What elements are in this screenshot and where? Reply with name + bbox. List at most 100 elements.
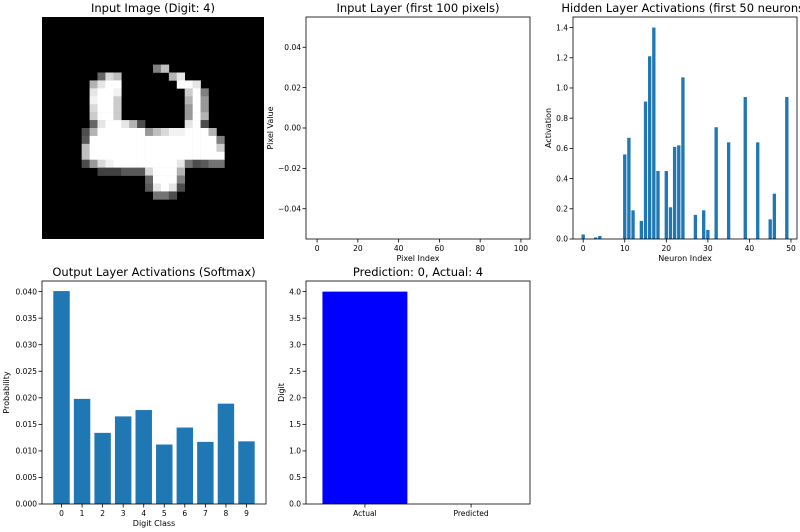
prediction-xtick-label: Actual [353, 509, 377, 518]
hidden-layer-ytick-label: 0.0 [556, 235, 568, 244]
pixel-cell [105, 167, 114, 176]
pixel-cell [184, 120, 193, 129]
pixel-cell [105, 135, 114, 145]
hidden-activation-bar [702, 210, 706, 239]
output-layer-xtick-label: 6 [182, 509, 187, 518]
pixel-cell [168, 191, 178, 200]
pixel-cell [160, 191, 170, 200]
pixel-cell [184, 96, 193, 105]
input-layer-ytick-label: 0.04 [284, 43, 301, 52]
hidden-layer-xlabel: Neuron Index [658, 254, 712, 263]
input-layer-xtick-label: 80 [475, 244, 485, 253]
output-layer-xlabel: Digit Class [133, 519, 175, 528]
pixel-cell [216, 151, 225, 161]
output-layer-ylabel: Probability [2, 371, 11, 414]
pixel-cell [113, 80, 122, 89]
output-layer-xtick-label: 2 [100, 509, 105, 518]
pixel-cell [200, 143, 209, 153]
pixel-cell [113, 151, 122, 161]
pixel-cell [105, 72, 114, 81]
pixel-cell [81, 151, 90, 161]
hidden-activation-bar [693, 214, 698, 239]
pixel-cell [153, 151, 162, 161]
pixel-cell [113, 128, 122, 137]
pixel-cell [89, 112, 98, 121]
softmax-bar [94, 432, 111, 504]
pixel-cell [121, 143, 130, 153]
pixel-cell [97, 143, 106, 153]
pixel-cell [192, 104, 201, 113]
pixel-cell [184, 112, 193, 121]
output-layer-ytick-label: 0.000 [16, 500, 38, 509]
hidden-activation-bar [677, 145, 681, 239]
prediction-ytick-label: 1.5 [289, 420, 301, 429]
output-layer-xtick-label: 1 [80, 509, 85, 518]
pixel-cell [184, 128, 193, 137]
prediction-xtick-label: Predicted [453, 509, 488, 518]
pixel-cell [121, 167, 130, 176]
input-layer-xtick-label: 20 [353, 244, 363, 253]
output-layer-xtick-label: 3 [121, 509, 126, 518]
pixel-cell [160, 151, 170, 161]
pixel-cell [145, 159, 154, 168]
prediction-frame [305, 280, 531, 505]
pixel-cell [145, 167, 154, 176]
hidden-layer-panel: Hidden Layer Activations (first 50 neuro… [544, 1, 800, 263]
pixel-cell [200, 120, 209, 129]
hidden-activation-bar [656, 171, 660, 239]
pixel-cell [145, 128, 154, 137]
softmax-bar [197, 441, 214, 504]
pixel-cell [176, 151, 186, 161]
pixel-cell [97, 128, 106, 137]
prediction-bar [322, 291, 408, 504]
input-image-panel: Input Image (Digit: 4) [42, 1, 264, 239]
softmax-bar [73, 398, 91, 504]
pixel-cell [153, 175, 162, 184]
hidden-activation-bar [681, 77, 685, 239]
output-layer-xtick-label: 9 [244, 509, 249, 518]
pixel-cell [113, 120, 122, 129]
pixel-cell [129, 167, 138, 176]
pixel-cell [160, 175, 170, 184]
hidden-layer-ytick-label: 0.4 [556, 174, 568, 183]
pixel-cell [145, 183, 154, 192]
pixel-cell [89, 104, 98, 113]
hidden-activation-bar [664, 171, 668, 239]
pixel-cell [208, 135, 217, 145]
pixel-cell [176, 167, 186, 176]
pixel-cell [89, 96, 98, 105]
pixel-cell [160, 183, 170, 192]
input-layer-ytick-label: −0.04 [278, 204, 301, 213]
prediction-title: Prediction: 0, Actual: 4 [353, 265, 483, 279]
hidden-activation-bar [672, 146, 677, 239]
pixel-cell [184, 135, 193, 145]
pixel-cell [137, 159, 146, 168]
pixel-cell [97, 159, 106, 168]
output-layer-ytick-label: 0.040 [16, 287, 38, 296]
input-layer-xtick-label: 100 [514, 244, 529, 253]
hidden-layer-title: Hidden Layer Activations (first 50 neuro… [561, 1, 800, 15]
pixel-cell [192, 88, 201, 97]
output-layer-xtick-label: 8 [224, 509, 229, 518]
hidden-layer-ytick-label: 1.0 [556, 84, 568, 93]
input-layer-ytick-label: −0.02 [278, 164, 301, 173]
pixel-cell [184, 80, 193, 89]
pixel-cell [160, 167, 170, 176]
pixel-cell [168, 159, 178, 168]
pixel-cell [200, 96, 209, 105]
softmax-bar [176, 427, 194, 504]
pixel-cell [153, 167, 162, 176]
hidden-layer-xtick-label: 10 [620, 244, 630, 253]
pixel-cell [145, 143, 154, 153]
prediction-ylabel: Digit [277, 383, 286, 402]
input-layer-ytick-label: 0.02 [284, 83, 301, 92]
pixel-cell [200, 128, 209, 137]
pixel-cell [168, 151, 178, 161]
output-layer-title: Output Layer Activations (Softmax) [52, 265, 255, 279]
input-image-title: Input Image (Digit: 4) [91, 1, 215, 15]
pixel-cell [145, 175, 154, 184]
prediction-ytick-label: 2.5 [289, 367, 301, 376]
output-layer-ytick-label: 0.025 [16, 367, 38, 376]
hidden-layer-ytick-label: 0.8 [556, 114, 568, 123]
hidden-activation-bar [598, 235, 602, 239]
